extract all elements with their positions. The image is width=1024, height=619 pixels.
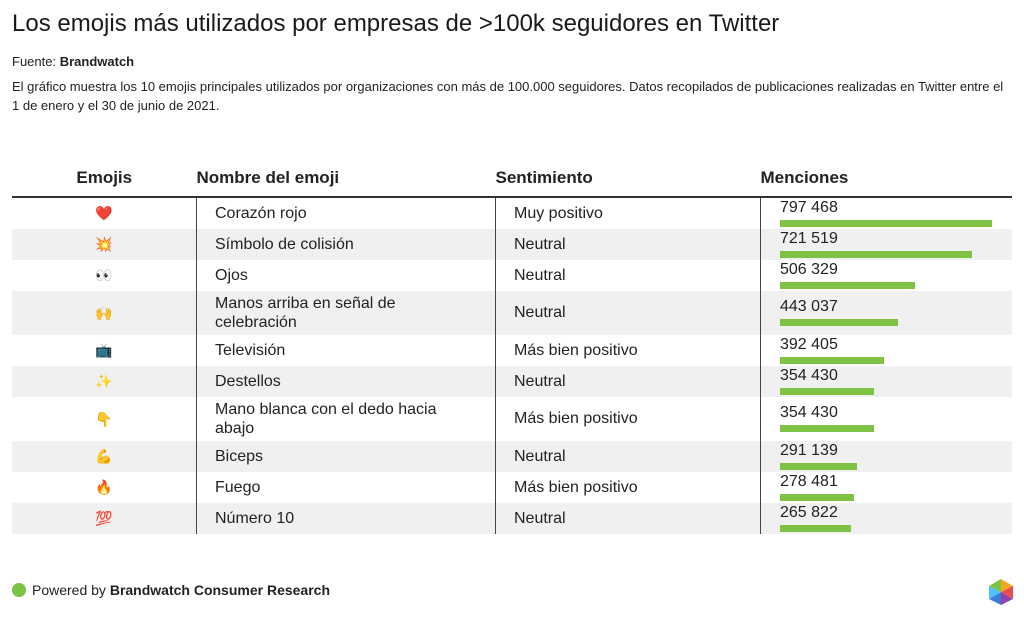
sentiment: Neutral [495,366,761,397]
header-row: Emojis Nombre del emoji Sentimiento Mencion… [12,160,1012,198]
cell: Corazón rojo [196,197,496,229]
table-row: 📺 Televisión Más bien positivo 392 405 [12,335,1012,366]
source-name: Brandwatch [59,54,135,69]
emoji-name: Corazón rojo [215,205,307,222]
cell: 506 329 [761,260,1013,291]
sentiment: Más bien positivo [495,397,761,441]
sentiment: Muy positivo [495,197,761,229]
column-header: Menciones [760,160,1012,198]
footer-dot [12,583,26,597]
emoji-name: Destellos [215,373,281,390]
emoji: 🙌 [12,291,197,335]
cell: 278 481 [761,472,1013,503]
table-row: 🙌 Manos arriba en señal de celebración Neu… [12,291,1012,335]
emoji-name: Fuego [215,479,261,496]
table: Emojis Nombre del emoji Sentimiento Mencion… [12,160,1012,534]
sentiment: Neutral [495,260,761,291]
cell: 354 430 [760,366,1012,397]
title: Los emojis más utilizados por empresas d… [12,10,780,37]
cell: 721 519 [760,229,1012,260]
table-row: ✨ Destellos Neutral 354 430 [12,366,1012,397]
emoji-name: Ojos [215,267,248,284]
mentions-bar [780,387,875,395]
source: Fuente: Brandwatch [12,54,134,69]
cell: 797 468 [761,197,1013,229]
emoji-name: Televisión [215,342,286,359]
emoji-name: Manos arriba en señal de celebración [215,295,396,331]
cell: 443 037 [760,291,1012,335]
emoji: 👇 [12,397,197,441]
mentions-value: 265 822 [780,503,838,521]
cell: Biceps [196,441,496,472]
cell: Manos arriba en señal de celebración [196,291,496,335]
emoji: 💪 [12,441,197,472]
footer: Powered by Brandwatch Consumer Research [12,582,330,598]
mentions-value: 443 037 [780,298,838,315]
table-row: 💥 Símbolo de colisión Neutral 721 519 [12,229,1012,260]
table-row: 💪 Biceps Neutral 291 139 [12,441,1012,472]
table-row: 👇 Mano blanca con el dedo hacia abajo Más … [12,397,1012,441]
sentiment: Neutral [495,229,761,260]
cell: Televisión [196,335,496,366]
column-header: Emojis [12,160,197,198]
table-row: 👀 Ojos Neutral 506 329 [12,260,1012,291]
emoji: 👀 [12,260,197,291]
description: El gráfico muestra los 10 emojis princip… [12,79,1004,113]
mentions-bar [780,462,858,470]
emoji: ✨ [12,366,197,397]
mentions-bar [780,219,992,227]
sentiment: Neutral [495,441,761,472]
cell: Símbolo de colisión [196,229,496,260]
mentions-bar [780,493,855,501]
footer-prefix: Powered by [32,582,106,598]
cell: Mano blanca con el dedo hacia abajo [196,397,496,441]
mentions-bar [780,356,885,364]
emoji-name: Símbolo de colisión [215,236,354,253]
table-row: ❤️ Corazón rojo Muy positivo 797 468 [12,197,1012,229]
source-label: Fuente: [12,54,57,69]
mentions-value: 506 329 [780,260,838,278]
emoji: 🔥 [12,472,197,503]
sentiment: Neutral [495,503,761,534]
table-row: 💯 Número 10 Neutral 265 822 [12,503,1012,534]
mentions-value: 291 139 [780,441,838,459]
mentions-value: 392 405 [780,335,838,353]
sentiment: Más bien positivo [495,335,761,366]
sentiment: Más bien positivo [495,472,761,503]
mentions-bar [780,524,851,532]
mentions-value: 278 481 [780,472,838,490]
emoji: ❤️ [12,197,197,229]
mentions-value: 797 468 [780,198,838,216]
mentions-value: 354 430 [780,366,838,384]
mentions-value: 721 519 [780,229,838,247]
cell: Fuego [196,472,496,503]
emoji-name: Mano blanca con el dedo hacia abajo [215,401,437,437]
cell: 291 139 [760,441,1012,472]
emoji-name: Biceps [215,448,264,465]
mentions-bar [780,425,875,432]
column-header: Nombre del emoji [196,160,496,198]
cell: 354 430 [761,397,1013,441]
emoji: 💯 [12,503,197,534]
sentiment: Neutral [495,291,761,335]
emoji-name: Número 10 [215,510,295,527]
emoji: 💥 [12,229,197,260]
cell: 265 822 [760,503,1012,534]
emoji: 📺 [12,335,197,366]
table-row: 🔥 Fuego Más bien positivo 278 481 [12,472,1012,503]
column-header: Sentimiento [495,160,761,198]
mentions-value: 354 430 [780,404,838,421]
mentions-bar [780,250,972,258]
logo [989,579,1013,605]
cell: Ojos [196,260,496,291]
cell: Número 10 [196,503,496,534]
mentions-bar [780,319,898,326]
cell: 392 405 [761,335,1013,366]
mentions-bar [780,281,915,289]
footer-brand: Brandwatch Consumer Research [109,582,331,598]
cell: Destellos [196,366,496,397]
